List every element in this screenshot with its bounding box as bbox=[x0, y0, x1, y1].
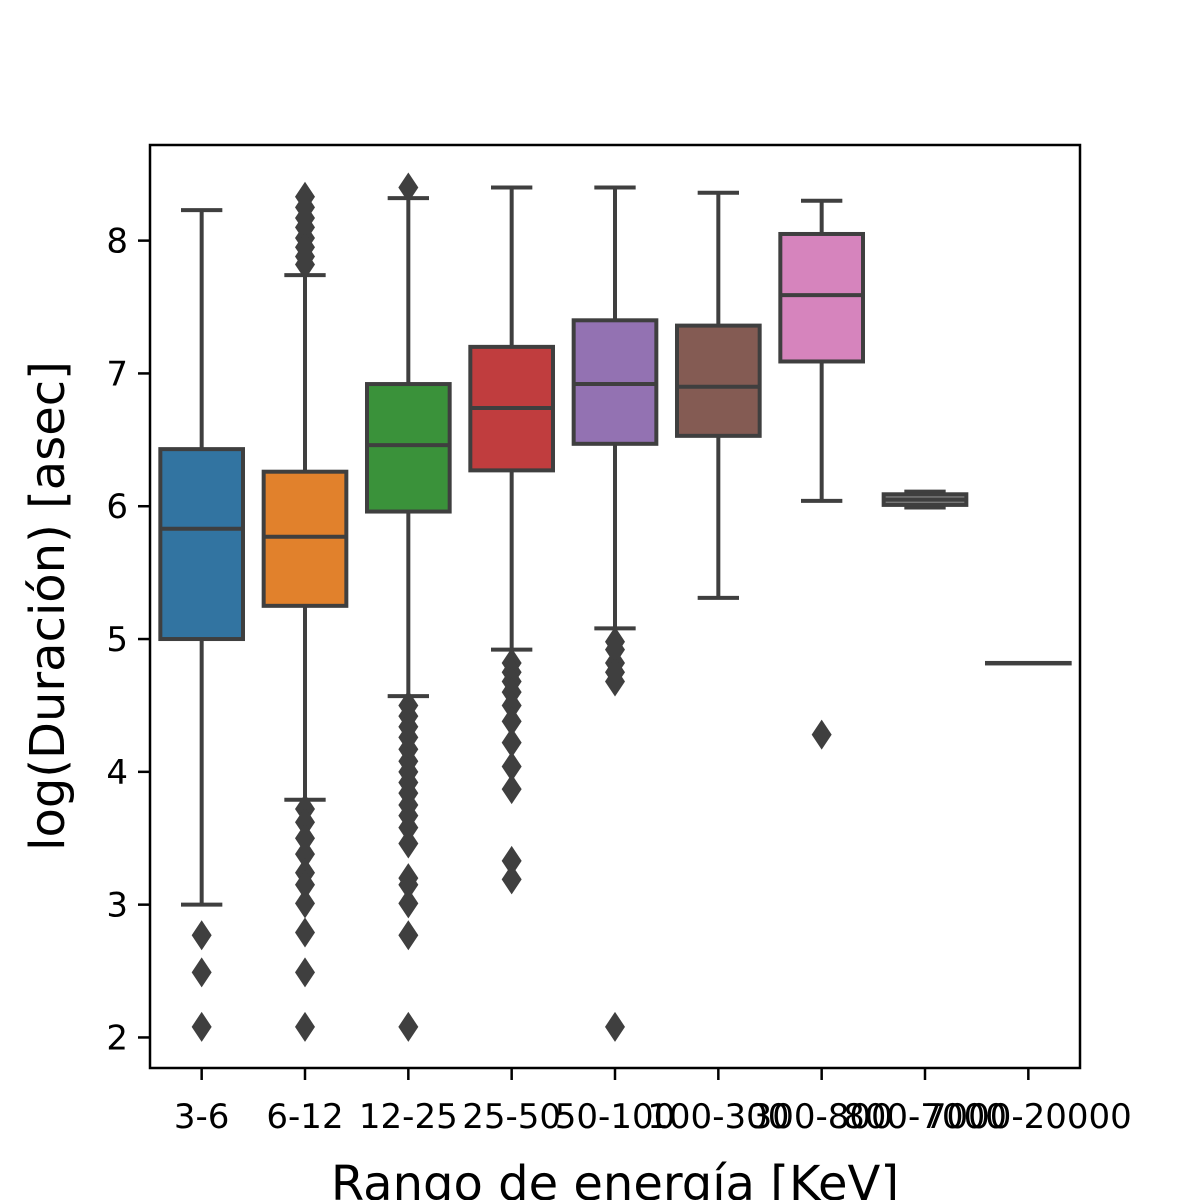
y-tick-label: 4 bbox=[106, 753, 128, 793]
outlier-point bbox=[295, 888, 315, 919]
x-tick-label: 12-25 bbox=[359, 1097, 458, 1137]
box-iqr bbox=[158, 447, 245, 642]
y-tick-label: 3 bbox=[106, 886, 128, 926]
outlier-point bbox=[295, 1011, 315, 1042]
y-axis-ticks: 2 3 4 5 6 7 8 bbox=[106, 222, 150, 1058]
box-group bbox=[261, 181, 349, 1042]
y-tick-label: 6 bbox=[106, 487, 128, 527]
outlier-point bbox=[501, 845, 522, 876]
box-group bbox=[881, 489, 969, 510]
box-group bbox=[365, 172, 452, 1042]
box-group bbox=[675, 190, 762, 600]
outlier-point bbox=[398, 828, 419, 859]
box-iqr bbox=[365, 382, 452, 514]
outlier-point bbox=[398, 1011, 419, 1042]
box-iqr bbox=[675, 323, 762, 438]
y-axis-label: log(Duración) [asec] bbox=[20, 361, 76, 851]
x-tick-label: 6-12 bbox=[266, 1097, 343, 1137]
y-tick-label: 5 bbox=[106, 620, 128, 660]
box-group bbox=[985, 660, 1072, 666]
outlier-point bbox=[398, 920, 419, 951]
outlier-point bbox=[295, 869, 315, 900]
x-tick-label: 800-7000 bbox=[843, 1097, 1007, 1137]
x-tick-label: 7000-20000 bbox=[925, 1097, 1132, 1137]
box-group bbox=[571, 185, 659, 1042]
y-tick-label: 7 bbox=[106, 354, 128, 394]
x-tick-label: 300-800 bbox=[751, 1097, 893, 1137]
outlier-point bbox=[811, 719, 832, 750]
outlier-point bbox=[501, 727, 522, 758]
outlier-point bbox=[295, 957, 315, 988]
box-group bbox=[468, 185, 556, 895]
y-tick-label: 2 bbox=[106, 1018, 128, 1058]
x-tick-label: 100-300 bbox=[647, 1097, 789, 1137]
outlier-point bbox=[191, 920, 212, 951]
outlier-point bbox=[501, 751, 522, 782]
outlier-point bbox=[605, 666, 625, 697]
outlier-point bbox=[605, 1011, 625, 1042]
x-axis-ticks: 3-6 6-12 12-25 25-5050-100100-300300-800800… bbox=[174, 1068, 1132, 1137]
box-group bbox=[158, 208, 245, 1042]
outlier-point bbox=[501, 706, 522, 737]
outlier-point bbox=[398, 869, 419, 900]
y-tick-label: 8 bbox=[106, 222, 128, 262]
x-axis-label: Rango de energía [KeV] bbox=[331, 1156, 899, 1200]
outlier-point bbox=[295, 823, 315, 854]
outlier-point bbox=[398, 172, 419, 203]
outlier-point bbox=[501, 690, 522, 721]
outlier-point bbox=[295, 807, 315, 838]
x-tick-label: 50-100 bbox=[555, 1097, 675, 1137]
x-tick-label: 25-50 bbox=[462, 1097, 561, 1137]
box-group bbox=[778, 198, 865, 750]
outlier-point bbox=[501, 774, 522, 805]
outlier-point bbox=[295, 917, 315, 948]
outlier-point bbox=[398, 812, 419, 843]
outlier-point bbox=[501, 864, 522, 895]
plot-area bbox=[158, 172, 1072, 1042]
outlier-point bbox=[295, 249, 315, 280]
outlier-point bbox=[191, 957, 212, 988]
outlier-point bbox=[191, 1011, 212, 1042]
x-tick-label: 3-6 bbox=[174, 1097, 230, 1137]
outlier-point bbox=[398, 888, 419, 919]
box-iqr bbox=[778, 231, 865, 364]
outlier-point bbox=[295, 839, 315, 870]
